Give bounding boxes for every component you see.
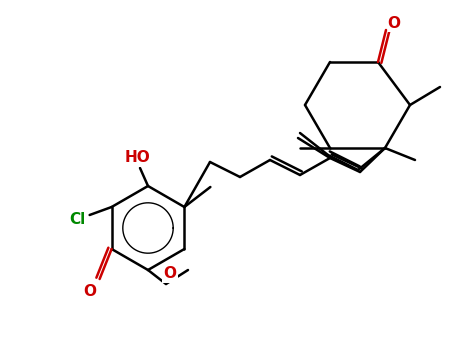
Text: HO: HO <box>125 150 151 166</box>
Text: O: O <box>388 16 400 32</box>
Text: O: O <box>83 284 96 299</box>
Text: Cl: Cl <box>70 211 86 226</box>
Text: O: O <box>163 266 177 281</box>
